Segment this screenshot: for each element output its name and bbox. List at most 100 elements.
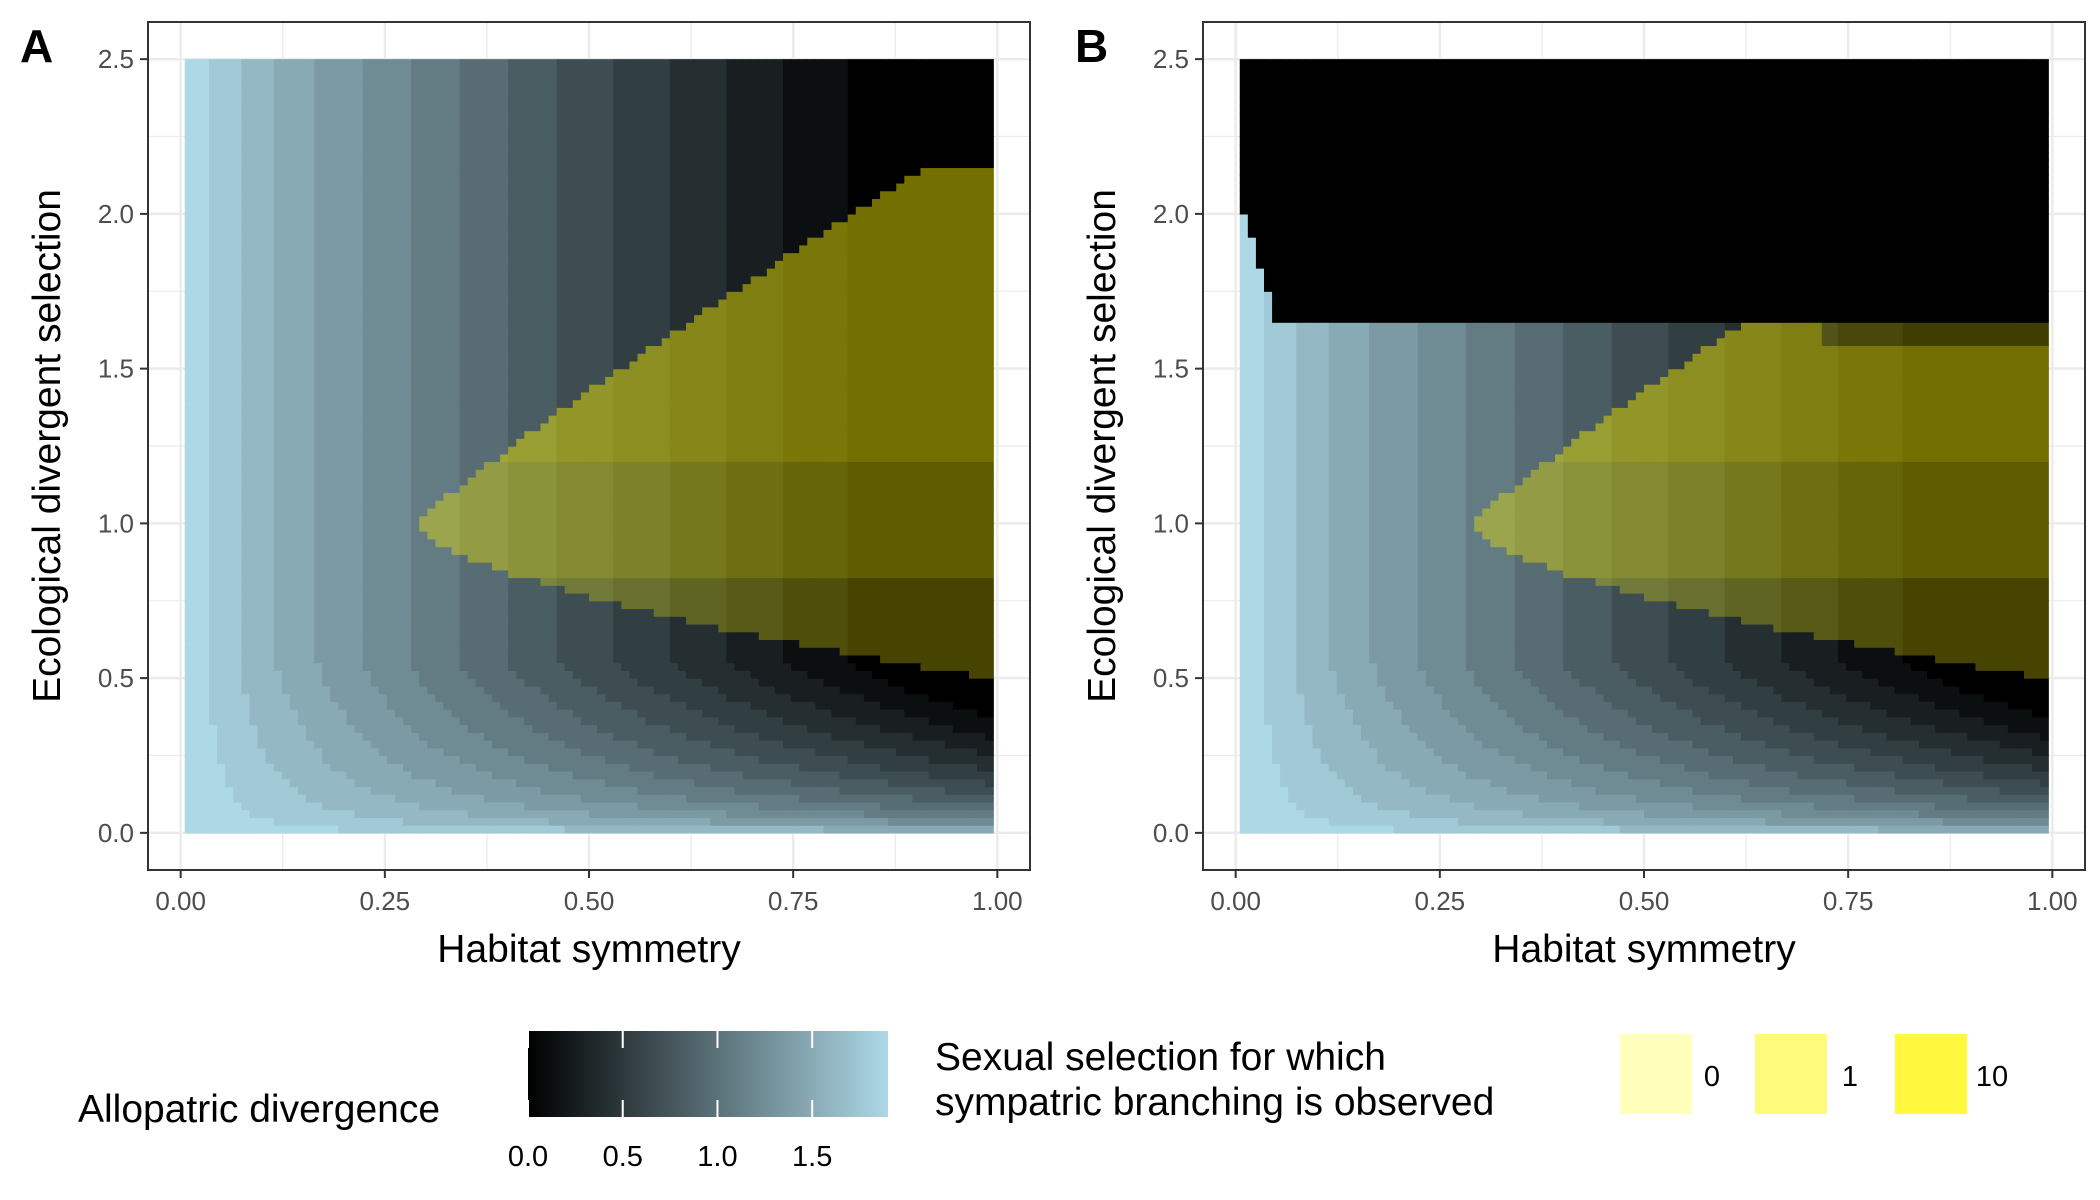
heatmap-tile [427, 809, 436, 818]
heatmap-tile [184, 623, 194, 633]
heatmap-tile [580, 825, 590, 834]
heatmap-tile [427, 523, 436, 532]
heatmap-tile [257, 159, 267, 169]
heatmap-tile [233, 229, 242, 238]
heatmap-tile [281, 585, 291, 594]
heatmap-tile [427, 198, 436, 207]
heatmap-tile [354, 113, 364, 122]
heatmap-tile [354, 654, 364, 664]
heatmap-tile [362, 260, 372, 269]
heatmap-tile [435, 384, 445, 393]
heatmap-tile [475, 809, 485, 818]
heatmap-tile [192, 82, 202, 91]
heatmap-tile [572, 825, 582, 834]
heatmap-tile [467, 59, 477, 68]
heatmap-tile [475, 221, 485, 230]
heatmap-tile [273, 151, 283, 161]
heatmap-tile [362, 329, 372, 339]
heatmap-tile [338, 709, 348, 718]
heatmap-tile [289, 229, 299, 238]
heatmap-tile [548, 66, 558, 76]
heatmap-tile [483, 422, 493, 432]
heatmap-tile [249, 709, 259, 718]
heatmap-tile [322, 662, 331, 671]
heatmap-tile [435, 724, 445, 733]
heatmap-tile [386, 136, 396, 145]
heatmap-tile [217, 260, 226, 269]
heatmap-tile [516, 136, 525, 145]
heatmap-tile [467, 446, 477, 455]
heatmap-tile [241, 647, 251, 656]
heatmap-tile [281, 724, 291, 733]
heatmap-tile [241, 105, 251, 114]
heatmap-tile [556, 198, 566, 207]
heatmap-tile [483, 391, 493, 401]
heatmap-tile [411, 755, 420, 764]
heatmap-tile [225, 90, 234, 99]
heatmap-tile [306, 345, 315, 354]
heatmap-tile [435, 616, 445, 625]
heatmap-tile [330, 182, 339, 192]
heatmap-tile [483, 136, 493, 145]
heatmap-tile [233, 446, 242, 455]
heatmap-tile [257, 206, 267, 215]
heatmap-tile [378, 531, 388, 540]
heatmap-tile [403, 190, 412, 200]
heatmap-tile [362, 608, 372, 617]
heatmap-tile [548, 593, 558, 602]
heatmap-tile [281, 415, 291, 424]
heatmap-tile [322, 144, 331, 153]
heatmap-tile [281, 608, 291, 617]
heatmap-tile [508, 105, 517, 114]
heatmap-tile [225, 801, 234, 811]
heatmap-tile [500, 407, 509, 416]
heatmap-tile [524, 724, 534, 733]
heatmap-tile [249, 569, 259, 579]
heatmap-tile [459, 662, 469, 671]
heatmap-tile [200, 670, 210, 679]
heatmap-tile [209, 569, 218, 579]
heatmap-tile [281, 546, 291, 555]
heatmap-tile [241, 345, 251, 354]
heatmap-tile [508, 531, 517, 540]
heatmap-tile [257, 376, 267, 385]
heatmap-tile [209, 662, 218, 671]
heatmap-tile [378, 577, 388, 586]
heatmap-tile [451, 360, 461, 370]
heatmap-tile [200, 59, 210, 68]
heatmap-tile [524, 399, 534, 408]
heatmap-tile [491, 144, 501, 153]
heatmap-tile [354, 616, 364, 625]
heatmap-tile [241, 97, 251, 107]
heatmap-tile [483, 384, 493, 393]
heatmap-tile [564, 213, 574, 223]
heatmap-tile [257, 678, 267, 687]
heatmap-tile [184, 755, 194, 764]
heatmap-tile [233, 678, 242, 687]
heatmap-tile [411, 724, 420, 733]
heatmap-tile [532, 500, 542, 509]
heatmap-tile [289, 283, 299, 292]
heatmap-tile [459, 306, 469, 316]
heatmap-tile [330, 709, 339, 718]
heatmap-tile [306, 175, 315, 184]
heatmap-tile [580, 515, 590, 524]
heatmap-tile [556, 662, 566, 671]
heatmap-tile [419, 732, 428, 741]
heatmap-tile [233, 97, 242, 107]
heatmap-tile [354, 399, 364, 408]
heatmap-tile [257, 647, 267, 656]
heatmap-tile [362, 206, 372, 215]
heatmap-tile [419, 801, 428, 811]
heatmap-tile [491, 368, 501, 377]
heatmap-tile [330, 546, 339, 555]
heatmap-tile [516, 360, 525, 370]
heatmap-tile [322, 724, 331, 733]
heatmap-tile [548, 732, 558, 741]
heatmap-tile [491, 469, 501, 478]
heatmap-tile [265, 763, 275, 772]
heatmap-tile [508, 213, 517, 223]
heatmap-tile [362, 515, 372, 524]
heatmap-tile [289, 90, 299, 99]
heatmap-tile [483, 229, 493, 238]
